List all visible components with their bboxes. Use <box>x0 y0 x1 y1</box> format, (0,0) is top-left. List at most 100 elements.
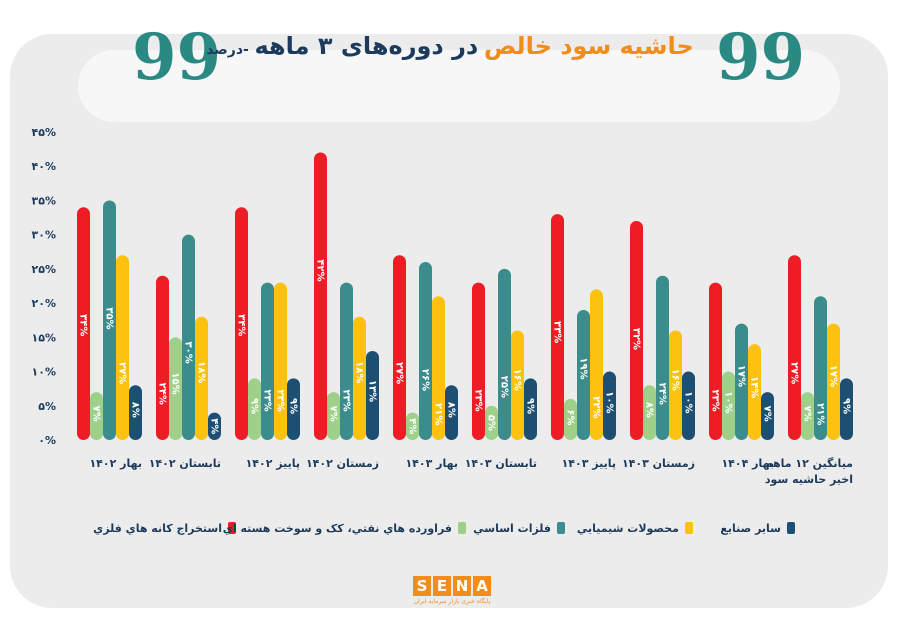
title-pill <box>78 50 840 122</box>
legend-label: ساير صنايع <box>720 522 781 535</box>
legend-label: استخراج کانه هاي فلزي <box>93 522 222 536</box>
legend-swatch <box>458 522 466 534</box>
bar <box>735 323 748 440</box>
bar <box>748 344 761 440</box>
bar <box>603 371 616 440</box>
quote-left-icon: 99 <box>132 20 222 95</box>
x-tick-label: زمستان ۱۴۰۲ <box>306 457 379 470</box>
data-label: ۹% <box>841 398 852 414</box>
bar <box>511 330 524 440</box>
bar <box>630 220 643 440</box>
bar <box>169 337 182 440</box>
bar <box>261 282 274 440</box>
quote-right-icon: 99 <box>716 20 806 95</box>
bar <box>814 296 827 440</box>
data-label: ۱۷% <box>828 365 839 387</box>
bar <box>498 268 511 440</box>
bar <box>327 392 340 440</box>
bar <box>432 296 445 440</box>
data-label: ۲۷% <box>117 362 128 384</box>
bar <box>393 255 406 440</box>
bar <box>314 152 327 441</box>
bar <box>274 282 287 440</box>
data-label: ۳۵% <box>104 307 115 329</box>
y-tick-label: ۵% <box>38 400 56 413</box>
x-tick-label: زمستان ۱۴۰۳ <box>622 457 695 470</box>
bar <box>551 214 564 440</box>
bar <box>722 371 735 440</box>
data-label: ۳۴% <box>236 314 247 336</box>
data-label: ۲۴% <box>657 383 668 405</box>
y-tick-label: ۰% <box>38 434 56 447</box>
logo-letter: E <box>433 576 451 596</box>
bar <box>590 289 603 440</box>
bar <box>682 371 695 440</box>
bar <box>406 412 419 440</box>
bar <box>709 282 722 440</box>
data-label: ۷% <box>762 406 773 422</box>
x-tick-label: تابستان ۱۴۰۲ <box>149 457 221 470</box>
data-label: ۳۴% <box>78 314 89 336</box>
data-label: ۱۹% <box>578 357 589 379</box>
y-tick-label: ۲۰% <box>32 297 56 310</box>
bar <box>235 207 248 440</box>
data-label: ۷% <box>91 406 102 422</box>
bar <box>90 392 103 440</box>
data-label: ۲۷% <box>394 362 405 384</box>
bar <box>840 378 853 440</box>
legend-swatch <box>228 522 236 534</box>
x-tick-label: بهار ۱۴۰۲ <box>89 457 142 470</box>
bar <box>577 309 590 440</box>
data-label: ۳۰% <box>183 342 194 364</box>
y-tick-label: ۳۰% <box>32 229 56 242</box>
bar <box>445 385 458 440</box>
data-label: ۲۳% <box>262 389 273 411</box>
bar <box>472 282 485 440</box>
y-tick-label: ۳۵% <box>32 194 56 207</box>
bar <box>801 392 814 440</box>
y-tick-label: ۱۰% <box>32 366 56 379</box>
bar <box>485 405 498 440</box>
data-label: ۲۷% <box>789 362 800 384</box>
x-tick-label: اخیر حاشیه سود <box>765 473 853 486</box>
x-tick-label: بهار ۱۴۰۳ <box>405 457 458 470</box>
title-unit: -درصد <box>206 42 249 58</box>
data-label: ۱۵% <box>170 372 181 394</box>
x-tick-label: میانگین ۱۲ ماهه <box>766 457 853 470</box>
logo-subtitle: پایگاه خبری بازار سرمایه ایران <box>413 598 491 605</box>
bar <box>643 385 656 440</box>
data-label: ۵% <box>486 415 497 431</box>
data-label: ۸% <box>446 402 457 418</box>
bar <box>116 255 129 440</box>
legend-swatch <box>787 522 795 534</box>
data-label: ۲۴% <box>157 383 168 405</box>
bar <box>827 323 840 440</box>
x-tick-label: پاییز ۱۴۰۳ <box>562 457 616 470</box>
bar <box>287 378 300 440</box>
title-mid: در دوره‌های ۳ ماهه <box>254 32 479 60</box>
bar <box>195 316 208 440</box>
data-label: ۲۳% <box>275 389 286 411</box>
data-label: ۱۰% <box>604 391 615 413</box>
bar <box>564 398 577 440</box>
data-label: ۲۱% <box>433 403 444 425</box>
data-label: ۶% <box>565 409 576 425</box>
bar <box>669 330 682 440</box>
bar <box>353 316 366 440</box>
data-label: ۲۶% <box>420 369 431 391</box>
data-label: ۱۰% <box>723 391 734 413</box>
data-label: ۴% <box>209 418 220 434</box>
legend-label: فراورده هاي نفتي، کک و سوخت هسته اي <box>223 522 452 535</box>
logo-letter: S <box>413 576 431 596</box>
bar <box>248 378 261 440</box>
x-tick-label: تابستان ۱۴۰۳ <box>465 457 537 470</box>
bar <box>156 275 169 440</box>
data-label: ۹% <box>288 398 299 414</box>
bar <box>208 412 221 440</box>
sena-logo: S E N A پایگاه خبری بازار سرمایه ایران <box>410 576 494 610</box>
data-label: ۱۷% <box>736 365 747 387</box>
bar <box>129 385 142 440</box>
bar <box>419 262 432 440</box>
bar <box>524 378 537 440</box>
